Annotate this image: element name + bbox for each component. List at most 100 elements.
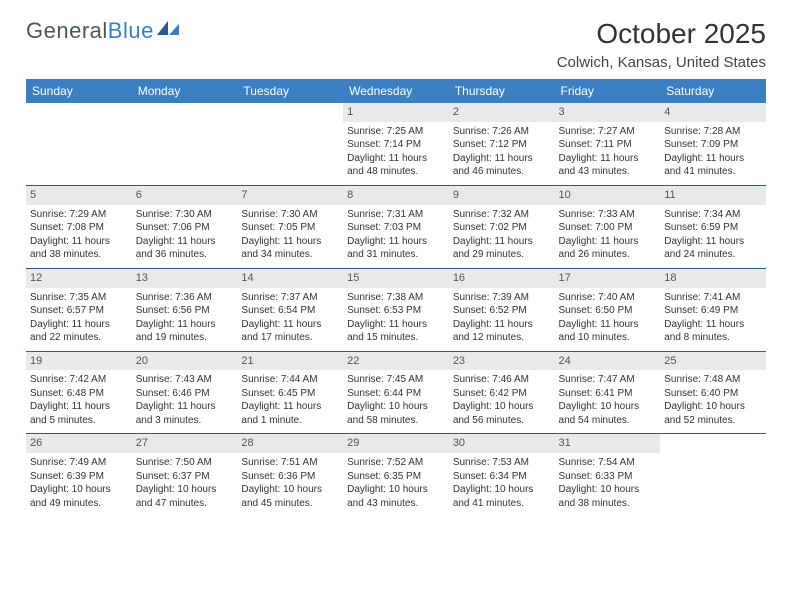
cell-daylight1: Daylight: 11 hours [241, 318, 339, 332]
day-number: 5 [26, 186, 132, 205]
location: Colwich, Kansas, United States [557, 54, 766, 71]
calendar-cell: 13Sunrise: 7:36 AMSunset: 6:56 PMDayligh… [132, 268, 238, 351]
cell-sunrise: Sunrise: 7:34 AM [664, 208, 762, 222]
day-number: 27 [132, 434, 238, 453]
cell-daylight2: and 48 minutes. [347, 165, 445, 179]
cell-daylight1: Daylight: 11 hours [664, 152, 762, 166]
day-number: 18 [660, 269, 766, 288]
calendar-cell: 24Sunrise: 7:47 AMSunset: 6:41 PMDayligh… [555, 351, 661, 434]
cell-sunrise: Sunrise: 7:51 AM [241, 456, 339, 470]
day-number: 17 [555, 269, 661, 288]
calendar-cell: 2Sunrise: 7:26 AMSunset: 7:12 PMDaylight… [449, 103, 555, 185]
day-number: 3 [555, 103, 661, 122]
cell-daylight2: and 49 minutes. [30, 497, 128, 511]
cell-sunset: Sunset: 6:57 PM [30, 304, 128, 318]
calendar-cell: 21Sunrise: 7:44 AMSunset: 6:45 PMDayligh… [237, 351, 343, 434]
cell-daylight2: and 43 minutes. [347, 497, 445, 511]
calendar-cell [26, 103, 132, 185]
cell-daylight2: and 31 minutes. [347, 248, 445, 262]
cell-daylight1: Daylight: 10 hours [30, 483, 128, 497]
calendar-cell: 12Sunrise: 7:35 AMSunset: 6:57 PMDayligh… [26, 268, 132, 351]
cell-sunrise: Sunrise: 7:45 AM [347, 373, 445, 387]
cell-sunrise: Sunrise: 7:26 AM [453, 125, 551, 139]
cell-daylight1: Daylight: 10 hours [136, 483, 234, 497]
day-number: 6 [132, 186, 238, 205]
cell-sunrise: Sunrise: 7:38 AM [347, 291, 445, 305]
cell-sunset: Sunset: 6:49 PM [664, 304, 762, 318]
sail-icon [157, 21, 179, 37]
calendar-row: 26Sunrise: 7:49 AMSunset: 6:39 PMDayligh… [26, 434, 766, 516]
cell-daylight2: and 5 minutes. [30, 414, 128, 428]
cell-daylight1: Daylight: 11 hours [347, 152, 445, 166]
day-number: 19 [26, 352, 132, 371]
calendar-cell: 29Sunrise: 7:52 AMSunset: 6:35 PMDayligh… [343, 434, 449, 516]
cell-daylight1: Daylight: 10 hours [453, 483, 551, 497]
weekday-header: Friday [555, 79, 661, 103]
calendar-cell: 22Sunrise: 7:45 AMSunset: 6:44 PMDayligh… [343, 351, 449, 434]
calendar-cell: 14Sunrise: 7:37 AMSunset: 6:54 PMDayligh… [237, 268, 343, 351]
cell-daylight2: and 41 minutes. [664, 165, 762, 179]
calendar-cell: 7Sunrise: 7:30 AMSunset: 7:05 PMDaylight… [237, 185, 343, 268]
cell-sunrise: Sunrise: 7:29 AM [30, 208, 128, 222]
cell-daylight2: and 36 minutes. [136, 248, 234, 262]
cell-sunrise: Sunrise: 7:53 AM [453, 456, 551, 470]
cell-daylight2: and 26 minutes. [559, 248, 657, 262]
header: GeneralBlue October 2025 Colwich, Kansas… [26, 18, 766, 71]
cell-sunset: Sunset: 6:35 PM [347, 470, 445, 484]
cell-daylight2: and 38 minutes. [30, 248, 128, 262]
logo-text-1: General [26, 18, 108, 44]
cell-daylight1: Daylight: 10 hours [453, 400, 551, 414]
day-number: 25 [660, 352, 766, 371]
cell-sunrise: Sunrise: 7:27 AM [559, 125, 657, 139]
cell-sunrise: Sunrise: 7:35 AM [30, 291, 128, 305]
cell-daylight1: Daylight: 10 hours [241, 483, 339, 497]
cell-daylight2: and 47 minutes. [136, 497, 234, 511]
cell-sunset: Sunset: 7:00 PM [559, 221, 657, 235]
cell-sunset: Sunset: 7:05 PM [241, 221, 339, 235]
day-number: 15 [343, 269, 449, 288]
cell-sunset: Sunset: 7:03 PM [347, 221, 445, 235]
cell-sunset: Sunset: 6:40 PM [664, 387, 762, 401]
calendar-cell: 23Sunrise: 7:46 AMSunset: 6:42 PMDayligh… [449, 351, 555, 434]
cell-sunrise: Sunrise: 7:40 AM [559, 291, 657, 305]
calendar-cell: 27Sunrise: 7:50 AMSunset: 6:37 PMDayligh… [132, 434, 238, 516]
day-number: 4 [660, 103, 766, 122]
day-number: 11 [660, 186, 766, 205]
day-number: 13 [132, 269, 238, 288]
cell-sunrise: Sunrise: 7:50 AM [136, 456, 234, 470]
day-number: 31 [555, 434, 661, 453]
cell-sunrise: Sunrise: 7:37 AM [241, 291, 339, 305]
calendar-cell: 28Sunrise: 7:51 AMSunset: 6:36 PMDayligh… [237, 434, 343, 516]
cell-daylight1: Daylight: 10 hours [559, 483, 657, 497]
cell-sunset: Sunset: 6:52 PM [453, 304, 551, 318]
weekday-header: Saturday [660, 79, 766, 103]
cell-daylight1: Daylight: 11 hours [241, 235, 339, 249]
calendar-table: SundayMondayTuesdayWednesdayThursdayFrid… [26, 79, 766, 516]
cell-sunset: Sunset: 6:41 PM [559, 387, 657, 401]
day-number: 12 [26, 269, 132, 288]
calendar-cell: 17Sunrise: 7:40 AMSunset: 6:50 PMDayligh… [555, 268, 661, 351]
cell-sunrise: Sunrise: 7:33 AM [559, 208, 657, 222]
day-number: 9 [449, 186, 555, 205]
weekday-header: Wednesday [343, 79, 449, 103]
cell-daylight2: and 43 minutes. [559, 165, 657, 179]
cell-daylight2: and 38 minutes. [559, 497, 657, 511]
cell-sunset: Sunset: 7:11 PM [559, 138, 657, 152]
cell-sunrise: Sunrise: 7:30 AM [136, 208, 234, 222]
cell-daylight1: Daylight: 11 hours [453, 152, 551, 166]
month-title: October 2025 [557, 18, 766, 50]
cell-sunrise: Sunrise: 7:39 AM [453, 291, 551, 305]
calendar-cell: 1Sunrise: 7:25 AMSunset: 7:14 PMDaylight… [343, 103, 449, 185]
cell-sunset: Sunset: 6:53 PM [347, 304, 445, 318]
cell-sunrise: Sunrise: 7:36 AM [136, 291, 234, 305]
calendar-cell: 8Sunrise: 7:31 AMSunset: 7:03 PMDaylight… [343, 185, 449, 268]
day-number: 20 [132, 352, 238, 371]
calendar-cell: 5Sunrise: 7:29 AMSunset: 7:08 PMDaylight… [26, 185, 132, 268]
day-number: 29 [343, 434, 449, 453]
cell-sunrise: Sunrise: 7:46 AM [453, 373, 551, 387]
calendar-cell: 16Sunrise: 7:39 AMSunset: 6:52 PMDayligh… [449, 268, 555, 351]
weekday-header: Sunday [26, 79, 132, 103]
cell-sunrise: Sunrise: 7:43 AM [136, 373, 234, 387]
cell-sunrise: Sunrise: 7:31 AM [347, 208, 445, 222]
day-number: 23 [449, 352, 555, 371]
